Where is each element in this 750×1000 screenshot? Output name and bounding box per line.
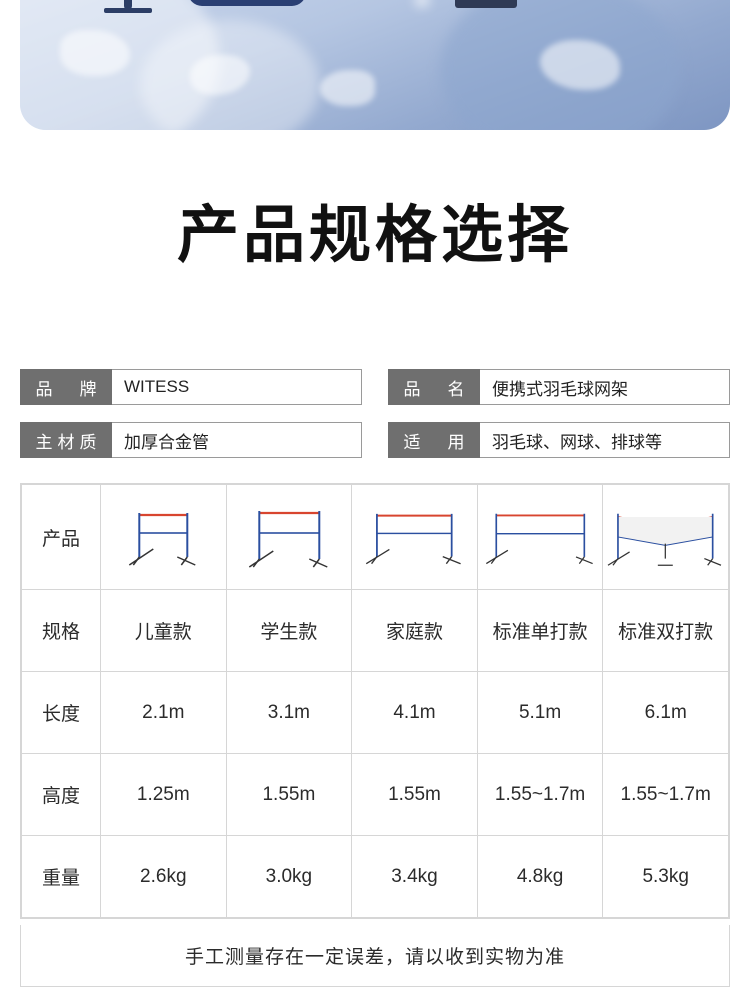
length-cell-2: 3.1m xyxy=(225,671,353,754)
weight-cell-3: 3.4kg xyxy=(351,835,478,918)
hero-block-right xyxy=(455,0,517,8)
table-row-weight: 重量 2.6kg 3.0kg 3.4kg 4.8kg 5.3kg xyxy=(21,835,729,918)
spec-cell-5: 标准双打款 xyxy=(602,589,729,672)
hero-net-base-left xyxy=(104,8,152,13)
hero-banner xyxy=(20,0,730,130)
height-cell-4: 1.55~1.7m xyxy=(476,753,604,836)
weight-cell-1: 2.6kg xyxy=(100,835,227,918)
spec-value-brand: WITESS xyxy=(112,369,362,405)
spec-cell-4: 标准单打款 xyxy=(476,589,604,672)
table-row-spec: 规格 儿童款 学生款 家庭款 标准单打款 标准双打款 xyxy=(21,589,729,672)
net-frame-icon-5 xyxy=(608,513,722,566)
net-frame-icon-2 xyxy=(248,511,328,568)
product-image-cell-4 xyxy=(476,484,604,590)
length-cell-5: 6.1m xyxy=(602,671,729,754)
product-image-cell-5 xyxy=(602,484,729,590)
row-label-spec: 规格 xyxy=(21,589,101,672)
spec-cell-2: 学生款 xyxy=(225,589,353,672)
product-image-cell-2 xyxy=(225,484,353,590)
table-row-product: 产品 xyxy=(21,484,729,590)
weight-cell-4: 4.8kg xyxy=(476,835,604,918)
length-cell-4: 5.1m xyxy=(476,671,604,754)
spec-cell-3: 家庭款 xyxy=(351,589,478,672)
spec-key-material: 主材质 xyxy=(20,422,112,458)
height-cell-2: 1.55m xyxy=(225,753,353,836)
table-row-height: 高度 1.25m 1.55m 1.55m 1.55~1.7m 1.55~1.7m xyxy=(21,753,729,836)
spec-row: 主材质 加厚合金管 适 用 羽毛球、网球、排球等 xyxy=(20,422,730,458)
row-label-height: 高度 xyxy=(21,753,101,836)
height-cell-3: 1.55m xyxy=(351,753,478,836)
weight-cell-5: 5.3kg xyxy=(602,835,729,918)
spec-pill-group: 品 牌 WITESS 品 名 便携式羽毛球网架 主材质 加厚合金管 适 用 羽毛… xyxy=(20,369,730,475)
length-cell-3: 4.1m xyxy=(351,671,478,754)
row-label-length: 长度 xyxy=(21,671,101,754)
table-row-length: 长度 2.1m 3.1m 4.1m 5.1m 6.1m xyxy=(21,671,729,754)
page-title: 产品规格选择 xyxy=(176,201,573,270)
hero-shape-3 xyxy=(320,70,375,106)
spec-comparison-table: 产品 xyxy=(20,483,730,919)
hero-net-body xyxy=(188,0,306,6)
spec-item-brand: 品 牌 WITESS xyxy=(20,369,362,405)
height-cell-5: 1.55~1.7m xyxy=(602,753,729,836)
spec-key-usage: 适 用 xyxy=(388,422,480,458)
spec-cell-1: 儿童款 xyxy=(100,589,227,672)
spec-item-usage: 适 用 羽毛球、网球、排球等 xyxy=(388,422,730,458)
hero-shape-1 xyxy=(60,30,130,76)
product-image-cell-1 xyxy=(100,484,227,590)
product-image-cell-3 xyxy=(351,484,478,590)
weight-cell-2: 3.0kg xyxy=(225,835,353,918)
hero-shape-4 xyxy=(540,40,620,90)
spec-value-usage: 羽毛球、网球、排球等 xyxy=(480,422,730,458)
spec-key-product-name: 品 名 xyxy=(388,369,480,405)
net-frame-icon-1 xyxy=(128,513,196,566)
hero-net-post-left xyxy=(124,0,132,10)
spec-item-material: 主材质 加厚合金管 xyxy=(20,422,362,458)
height-cell-1: 1.25m xyxy=(100,753,227,836)
spec-row: 品 牌 WITESS 品 名 便携式羽毛球网架 xyxy=(20,369,730,405)
hero-dot xyxy=(416,0,428,6)
net-frame-icon-3 xyxy=(366,513,462,565)
spec-key-brand: 品 牌 xyxy=(20,369,112,405)
row-label-product: 产品 xyxy=(21,484,101,590)
net-frame-icon-4 xyxy=(485,513,593,565)
spec-value-product-name: 便携式羽毛球网架 xyxy=(480,369,730,405)
spec-item-product-name: 品 名 便携式羽毛球网架 xyxy=(388,369,730,405)
measurement-disclaimer: 手工测量存在一定误差，请以收到实物为准 xyxy=(20,925,730,987)
row-label-weight: 重量 xyxy=(21,835,101,918)
length-cell-1: 2.1m xyxy=(100,671,227,754)
spec-value-material: 加厚合金管 xyxy=(112,422,362,458)
